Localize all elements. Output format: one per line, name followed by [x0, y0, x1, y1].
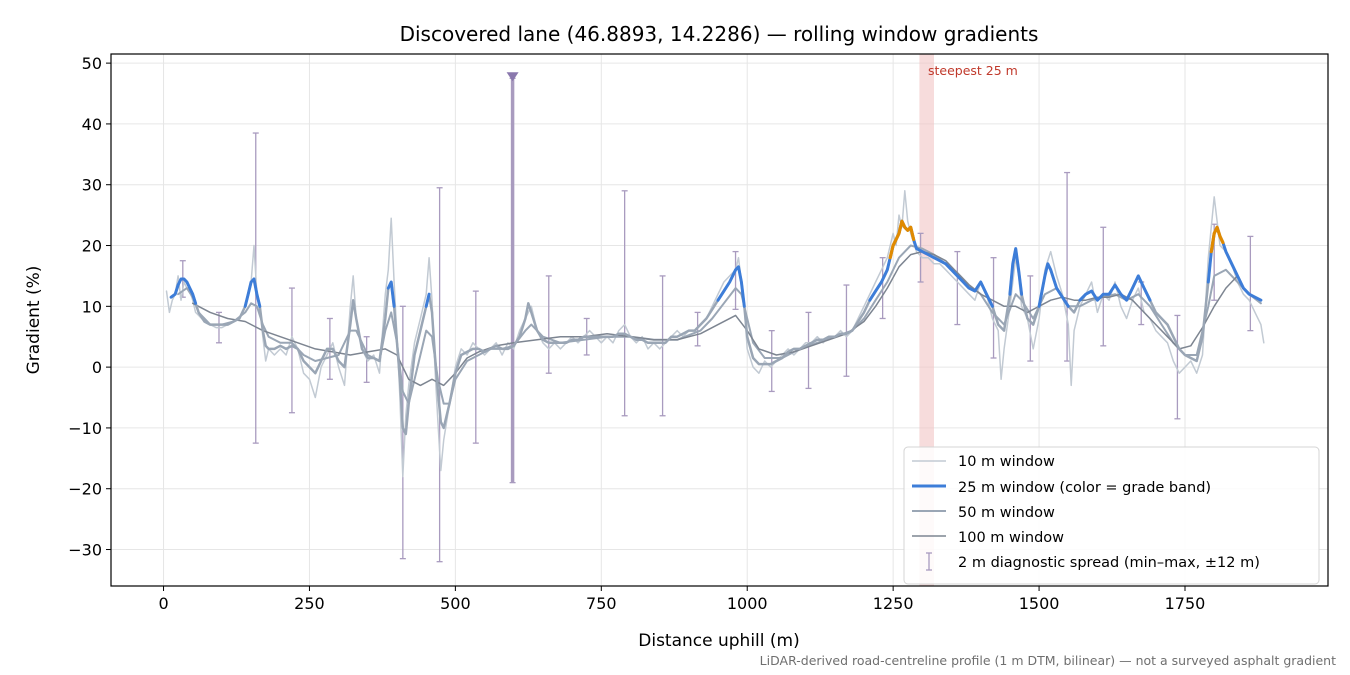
x-axis-label: Distance uphill (m): [638, 631, 799, 651]
series-25m-steep-segment: [1209, 225, 1225, 254]
series-25m-moderate-segment: [243, 277, 262, 308]
y-tick-label: −30: [68, 541, 102, 560]
x-tick-label: 1750: [1165, 594, 1206, 613]
x-tick-label: 750: [586, 594, 617, 613]
series-25m-moderate-segment: [1078, 274, 1152, 302]
series-25m-moderate-segment: [386, 280, 396, 308]
legend-swatch-spread: [926, 552, 932, 571]
legend: 10 m window 25 m window (color = grade b…: [903, 446, 1320, 585]
y-tick-label: 20: [82, 237, 102, 256]
spread-bar: [954, 250, 961, 326]
spread-bar: [1247, 235, 1254, 332]
spread-bar: [843, 284, 850, 377]
spread-bar: [621, 190, 628, 417]
footnote: LiDAR-derived road-centreline profile (1…: [760, 653, 1336, 668]
y-tick-label: 0: [92, 358, 102, 377]
spread-bar: [1064, 171, 1071, 362]
plot-frame: [110, 53, 1329, 587]
y-tick-label: 40: [82, 115, 102, 134]
series-25m-moderate-segment: [424, 292, 431, 308]
x-tick-label: 500: [440, 594, 471, 613]
series-25m-steep-segment: [888, 219, 916, 260]
series-25m-moderate-segment: [1008, 247, 1024, 296]
y-axis-label: Gradient (%): [24, 266, 44, 375]
spread-bar: [436, 187, 443, 563]
spread-bar: [545, 275, 552, 374]
legend-entry-10m: 10 m window: [958, 454, 1055, 470]
outlier-marker: [506, 72, 519, 82]
spread-bar: [472, 290, 479, 444]
plot-area: 0 250 500 750 1000 1250 1500 1750 −30 −20 −10 0 10 20…: [68, 53, 1329, 613]
chart-title: Discovered lane (46.8893, 14.2286) — rol…: [400, 22, 1039, 46]
y-tick-label: −10: [68, 419, 102, 438]
x-tick-label: 0: [158, 594, 168, 613]
spread-bar: [768, 329, 775, 393]
y-tick-label: 50: [82, 54, 102, 73]
spread-bar: [288, 287, 295, 414]
y-tick-label: 10: [82, 297, 102, 316]
legend-entry-spread: 2 m diagnostic spread (min–max, ±12 m): [958, 555, 1260, 571]
legend-entry-100m: 100 m window: [958, 530, 1064, 546]
x-tick-label: 1250: [873, 594, 914, 613]
y-tick-label: 30: [82, 176, 102, 195]
x-tick-label: 1500: [1019, 594, 1060, 613]
series-25m-moderate-segment: [1037, 262, 1070, 308]
spread-bar: [1100, 226, 1107, 347]
x-tick-label: 1000: [727, 594, 768, 613]
legend-entry-25m: 25 m window (color = grade band): [958, 480, 1211, 496]
legend-entry-50m: 50 m window: [958, 505, 1055, 521]
spread-bar: [805, 311, 812, 390]
legend-box: [903, 446, 1320, 585]
spread-bar: [732, 250, 739, 311]
spread-bar: [1027, 275, 1034, 362]
spread-bar: [1174, 314, 1181, 420]
spread-bar: [917, 232, 924, 283]
x-tick-label: 250: [294, 594, 325, 613]
series-25m-moderate-segment: [716, 265, 746, 308]
spread-bar: [399, 305, 406, 560]
series-group: [165, 72, 1265, 563]
series-25m-moderate-segment: [169, 277, 198, 305]
y-tick-label: −20: [68, 480, 102, 499]
steepest-window-label: steepest 25 m: [928, 63, 1018, 78]
